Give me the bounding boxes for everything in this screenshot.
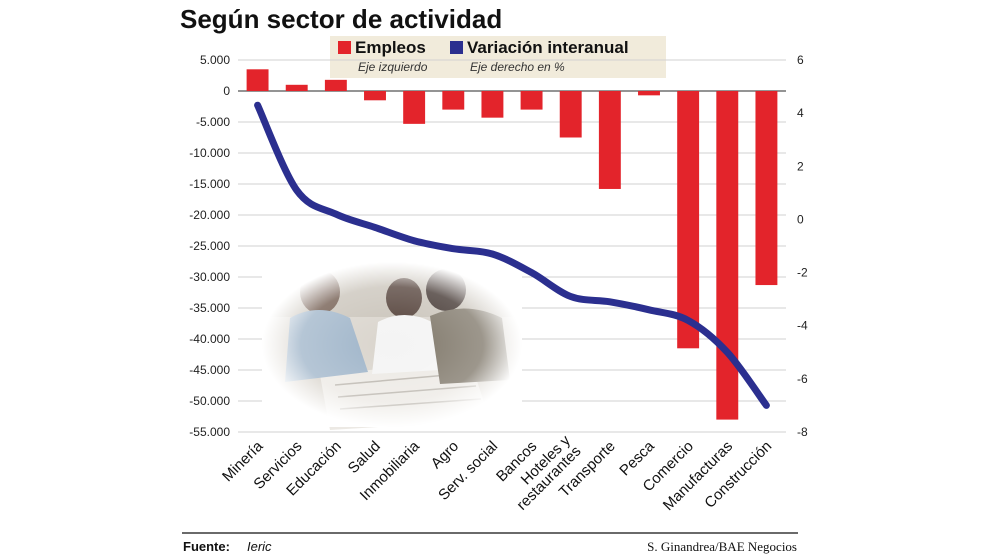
people-reading-newspaper-photo — [262, 262, 522, 430]
legend-sub-variation: Eje derecho en % — [470, 60, 565, 74]
employment-bar — [442, 91, 465, 110]
employment-bar — [481, 91, 504, 118]
employment-bar — [677, 91, 700, 349]
right-tick-label: -6 — [797, 372, 808, 386]
employment-bar — [716, 91, 739, 420]
right-axis: 6 4 2 0 -2 -4 -6 -8 — [797, 53, 808, 439]
left-tick-label: -55.000 — [189, 425, 230, 439]
right-tick-label: 2 — [797, 159, 804, 173]
legend-sub-employment: Eje izquierdo — [358, 60, 428, 74]
left-axis: 5.000 0 -5.000 -10.000 -15.000 -20.000 -25.000… — [189, 53, 230, 439]
left-tick-label: -45.000 — [189, 363, 230, 377]
left-tick-label: -50.000 — [189, 394, 230, 408]
legend-label-employment: Empleos — [355, 38, 426, 57]
footer-label: Fuente: — [183, 539, 230, 554]
employment-bar — [364, 91, 386, 101]
left-tick-label: -5.000 — [196, 115, 230, 129]
right-tick-label: -8 — [797, 425, 808, 439]
left-tick-label: -25.000 — [189, 239, 230, 253]
left-tick-label: -35.000 — [189, 301, 230, 315]
right-tick-label: 0 — [797, 212, 804, 226]
legend-box — [330, 36, 666, 78]
category-label: Agro — [428, 438, 462, 472]
left-tick-label: -40.000 — [189, 332, 230, 346]
legend-swatch-employment — [338, 41, 351, 54]
chart-title: Según sector de actividad — [180, 4, 502, 34]
employment-bar — [246, 69, 269, 91]
employment-bar — [403, 91, 426, 124]
left-tick-label: -20.000 — [189, 208, 230, 222]
left-tick-label: -15.000 — [189, 177, 230, 191]
variation-line — [254, 101, 770, 409]
right-tick-label: -4 — [797, 319, 808, 333]
left-tick-label: -10.000 — [189, 146, 230, 160]
left-tick-label: -30.000 — [189, 270, 230, 284]
right-tick-label: -2 — [797, 266, 808, 280]
employment-bar — [638, 91, 660, 96]
legend-swatch-variation — [450, 41, 463, 54]
employment-bar — [559, 91, 582, 138]
employment-bars — [246, 69, 778, 420]
legend: Empleos Eje izquierdo Variación interanu… — [330, 36, 666, 78]
employment-bar — [598, 91, 621, 189]
left-tick-label: 0 — [223, 84, 230, 98]
right-tick-label: 6 — [797, 53, 804, 67]
employment-bar — [285, 84, 308, 91]
right-tick-label: 4 — [797, 106, 804, 120]
legend-label-variation: Variación interanual — [467, 38, 629, 57]
employment-bar — [324, 79, 347, 91]
employment-bar — [520, 91, 543, 110]
footer-source: Ieric — [247, 539, 272, 554]
left-tick-label: 5.000 — [200, 53, 230, 67]
footer-credit: S. Ginandrea/BAE Negocios — [647, 539, 797, 554]
employment-bar — [755, 91, 778, 286]
